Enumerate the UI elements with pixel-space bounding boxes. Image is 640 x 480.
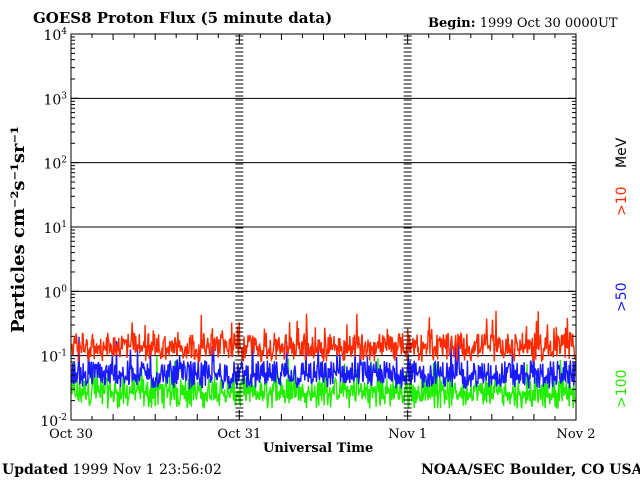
- legend-gt100-label: >100: [614, 370, 630, 408]
- legend-gt10-label: >10: [614, 186, 630, 216]
- legend: >10 MeV >50 >100: [614, 137, 630, 408]
- series-layer: [71, 310, 576, 410]
- y-tick-label: 100: [43, 284, 67, 301]
- series-line: [71, 336, 576, 390]
- series-line: [71, 310, 576, 363]
- chart-title: GOES8 Proton Flux (5 minute data): [33, 9, 332, 27]
- y-tick-labels: 10-2 10-1 100 101 102 103 104: [40, 27, 67, 430]
- y-tick-label: 10-2: [40, 413, 67, 430]
- y-tick-label: 103: [43, 91, 67, 108]
- y-tick-label: 101: [43, 220, 67, 237]
- legend-unit: MeV: [614, 137, 630, 168]
- x-axis-title: Universal Time: [263, 441, 373, 456]
- x-tick-label: Nov 2: [557, 427, 596, 442]
- y-tick-label: 102: [43, 156, 67, 173]
- x-tick-label: Oct 30: [49, 427, 93, 442]
- y-tick-label: 10-1: [40, 349, 67, 366]
- y-tick-label: 104: [43, 27, 67, 44]
- begin-label: Begin:: [428, 16, 476, 31]
- begin-value: 1999 Oct 30 0000UT: [480, 16, 618, 31]
- legend-item-gt100: >100: [614, 370, 630, 408]
- x-tick-label: Oct 31: [217, 427, 261, 442]
- updated-label: Updated: [2, 462, 68, 478]
- grid: [71, 97, 576, 357]
- legend-item-gt50: >50: [614, 282, 630, 312]
- plot-area: [70, 33, 577, 421]
- begin-text: Begin: 1999 Oct 30 0000UT: [428, 16, 618, 31]
- y-axis-title: Particles cm⁻²s⁻¹sr⁻¹: [8, 126, 29, 333]
- x-tick-labels: Oct 30 Oct 31 Nov 1 Nov 2: [49, 427, 595, 442]
- x-tick-label: Nov 1: [388, 427, 427, 442]
- legend-gt50-label: >50: [614, 282, 630, 312]
- updated-value: 1999 Nov 1 23:56:02: [72, 462, 221, 478]
- tick-marks: [70, 33, 577, 421]
- updated-text: Updated 1999 Nov 1 23:56:02: [2, 462, 222, 478]
- credit-text: NOAA/SEC Boulder, CO USA: [421, 462, 640, 478]
- legend-item-gt10: >10: [614, 186, 630, 216]
